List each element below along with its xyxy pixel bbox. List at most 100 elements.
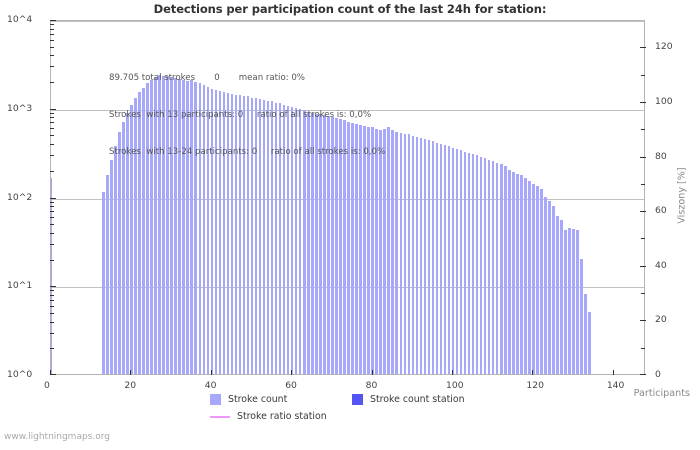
x-axis-tick-label: 80	[365, 380, 378, 391]
bar	[182, 79, 185, 374]
bar	[516, 173, 519, 374]
bar	[262, 100, 266, 374]
x-axis-tick-label: 120	[526, 380, 544, 391]
y-axis-left-minor-tick	[50, 46, 54, 48]
annotation-block: 89.705 total strokes 0 mean ratio: 0% St…	[109, 48, 385, 182]
bar	[186, 81, 189, 374]
y-axis-left-minor-tick	[50, 294, 54, 296]
bar	[568, 228, 571, 374]
y-axis-right-minor-tick	[641, 347, 645, 349]
bar	[375, 128, 378, 374]
y-axis-left-minor-tick	[50, 243, 54, 245]
y-axis-right-tick-label: 20	[655, 314, 667, 326]
bar	[303, 110, 306, 374]
y-axis-left-title: Count	[0, 169, 2, 198]
bar	[427, 140, 431, 374]
bar	[399, 132, 402, 374]
y-axis-left-tick-label: 10^0	[7, 369, 33, 380]
bar	[487, 159, 491, 374]
bar	[544, 196, 547, 374]
bar	[258, 98, 262, 374]
bar	[500, 164, 503, 374]
bar	[294, 107, 298, 374]
bar	[278, 103, 282, 374]
bar	[154, 77, 157, 374]
bar	[496, 162, 499, 374]
bar	[242, 95, 246, 374]
x-axis-tick-label: 100	[446, 380, 464, 391]
bar	[210, 88, 214, 374]
legend-item[interactable]: Stroke ratio station	[210, 411, 327, 422]
y-axis-right-minor-tick	[641, 129, 645, 131]
y-axis-right-tick-label: 100	[655, 95, 673, 107]
bar-station-zero	[51, 178, 53, 374]
watermark: www.lightningmaps.org	[4, 432, 110, 442]
y-axis-left-tick-mark	[50, 108, 56, 110]
bar	[282, 104, 286, 374]
y-axis-left-tick-mark	[50, 286, 56, 288]
bar	[130, 104, 133, 374]
y-axis-left-minor-tick	[50, 232, 54, 234]
bar	[311, 112, 314, 374]
bar	[194, 81, 197, 374]
y-axis-left-minor-tick	[50, 224, 54, 226]
bar	[504, 166, 507, 374]
bar	[395, 131, 398, 374]
bar	[286, 105, 290, 374]
y-axis-left-minor-tick	[50, 122, 54, 124]
bar	[234, 94, 238, 374]
bar	[572, 229, 575, 374]
bar	[347, 121, 350, 374]
y-axis-left-minor-tick	[50, 217, 54, 219]
x-axis-tick-label: 0	[44, 380, 50, 391]
bar	[439, 144, 443, 374]
bar	[138, 92, 141, 374]
bar	[178, 78, 181, 374]
bar	[150, 80, 153, 374]
bar	[512, 171, 515, 374]
bar	[471, 154, 475, 374]
bar	[528, 180, 531, 374]
legend-line-swatch	[210, 415, 230, 418]
bar	[552, 206, 555, 374]
legend-item[interactable]: Stroke count station	[352, 394, 465, 405]
bar	[230, 94, 234, 374]
legend-item[interactable]: Stroke count	[210, 394, 287, 405]
y-axis-left-minor-tick	[50, 299, 54, 301]
bar	[407, 134, 411, 374]
bar	[102, 192, 105, 374]
bar	[246, 96, 250, 374]
y-axis-right-tick-label: 80	[655, 150, 667, 162]
gridline	[51, 21, 644, 22]
y-axis-left-minor-tick	[50, 206, 54, 208]
bar	[339, 119, 342, 374]
bar	[274, 102, 278, 374]
bar	[403, 134, 407, 374]
bar	[190, 80, 193, 374]
bar	[508, 169, 511, 374]
y-axis-right-tick-label: 40	[655, 259, 667, 271]
y-axis-left-tick-label: 10^1	[7, 280, 33, 292]
bar	[110, 159, 113, 374]
x-axis-tick-label: 40	[204, 380, 217, 391]
x-axis-tick-label: 20	[124, 380, 137, 391]
bar	[122, 121, 125, 374]
y-axis-right-tick-mark	[640, 320, 646, 322]
bar	[315, 113, 318, 374]
bar	[290, 107, 294, 374]
y-axis-left-tick-mark	[50, 197, 56, 199]
x-axis-tick-mark	[130, 370, 132, 375]
y-axis-left-minor-tick	[50, 82, 54, 84]
bar	[423, 138, 427, 374]
y-axis-left-minor-tick	[50, 117, 54, 119]
bar	[106, 174, 109, 374]
bar	[331, 117, 334, 374]
bar	[222, 92, 226, 374]
page-title: Detections per participation count of th…	[153, 2, 547, 16]
bar	[146, 83, 149, 374]
x-axis-tick-mark	[532, 370, 534, 375]
y-axis-right-minor-tick	[641, 183, 645, 185]
y-axis-left-tick-mark	[50, 374, 56, 375]
bar	[214, 89, 218, 374]
